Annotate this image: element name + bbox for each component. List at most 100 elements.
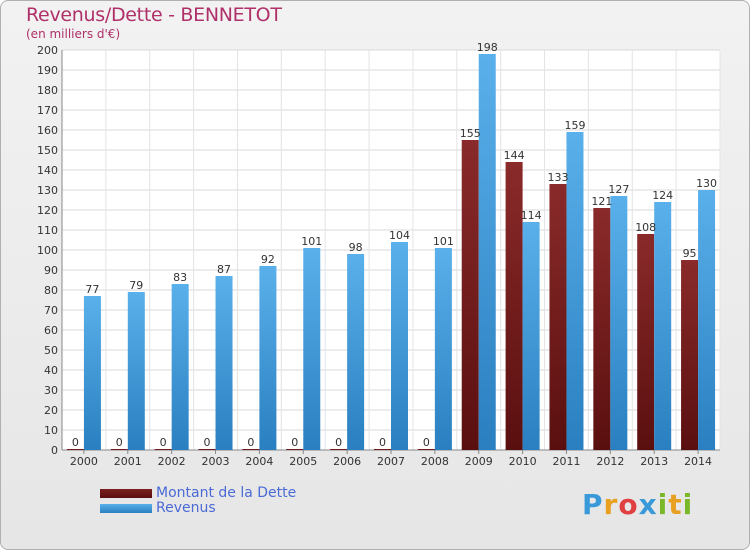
data-label-debt: 133 (547, 171, 568, 184)
bar-revenue (127, 292, 145, 450)
bars (66, 54, 716, 450)
data-label-revenue: 87 (217, 263, 231, 276)
bar-debt (198, 449, 216, 450)
data-label-debt: 0 (335, 436, 342, 449)
data-label-debt: 95 (683, 247, 697, 260)
y-tick-label: 130 (37, 184, 58, 197)
y-tick-label: 70 (44, 304, 58, 317)
x-tick-label: 2007 (377, 455, 405, 468)
y-tick-label: 200 (37, 44, 58, 57)
data-label-revenue: 124 (652, 189, 673, 202)
bar-revenue (83, 296, 101, 450)
y-tick-label: 120 (37, 204, 58, 217)
x-tick-label: 2010 (509, 455, 537, 468)
y-tick-label: 20 (44, 404, 58, 417)
y-tick-label: 150 (37, 144, 58, 157)
data-label-revenue: 79 (129, 279, 143, 292)
data-label-revenue: 159 (564, 119, 585, 132)
y-tick-label: 50 (44, 344, 58, 357)
bar-revenue (303, 248, 321, 450)
bar-revenue (347, 254, 365, 450)
bar-revenue (478, 54, 496, 450)
legend-swatch-debt (100, 489, 152, 498)
data-label-revenue: 101 (433, 235, 454, 248)
bar-debt (681, 260, 699, 450)
x-tick-label: 2002 (158, 455, 186, 468)
y-tick-label: 80 (44, 284, 58, 297)
y-tick-label: 180 (37, 84, 58, 97)
data-label-debt: 121 (591, 195, 612, 208)
proxiti-logo: Proxiti (582, 488, 694, 521)
data-label-revenue: 130 (696, 177, 717, 190)
y-tick-label: 30 (44, 384, 58, 397)
data-label-debt: 0 (204, 436, 211, 449)
legend-label-debt: Montant de la Dette (156, 485, 297, 501)
bar-revenue (654, 202, 672, 450)
chart-subtitle: (en milliers d'€) (26, 27, 121, 41)
y-tick-label: 110 (37, 224, 58, 237)
bar-revenue (391, 242, 408, 450)
x-tick-label: 2011 (552, 455, 580, 468)
chart-title: Revenus/Dette - BENNETOT (26, 4, 282, 26)
bar-revenue (215, 276, 233, 450)
y-tick-label: 190 (37, 64, 58, 77)
data-label-revenue: 101 (301, 235, 322, 248)
data-label-debt: 0 (291, 436, 298, 449)
bar-revenue (434, 248, 452, 450)
bar-revenue (171, 284, 189, 450)
y-tick-label: 40 (44, 364, 58, 377)
x-tick-label: 2006 (333, 455, 361, 468)
bar-debt (110, 449, 128, 450)
bar-revenue (698, 190, 716, 450)
y-tick-label: 90 (44, 264, 58, 277)
bar-debt (461, 140, 479, 450)
bar-revenue (610, 196, 628, 450)
x-tick-label: 2014 (684, 455, 712, 468)
bar-debt (593, 208, 611, 450)
data-label-debt: 0 (247, 436, 254, 449)
x-tick-label: 2003 (202, 455, 230, 468)
data-label-revenue: 83 (173, 271, 187, 284)
data-label-debt: 0 (160, 436, 167, 449)
bar-debt (417, 449, 435, 450)
x-tick-label: 2008 (421, 455, 449, 468)
bar-debt (154, 449, 172, 450)
legend-item-revenue: Revenus (100, 501, 296, 516)
data-label-revenue: 198 (477, 41, 498, 54)
bar-debt (505, 162, 523, 450)
data-label-revenue: 98 (349, 241, 363, 254)
data-label-debt: 155 (460, 127, 481, 140)
x-tick-label: 2013 (640, 455, 668, 468)
data-label-revenue: 127 (608, 183, 629, 196)
data-label-debt: 0 (423, 436, 430, 449)
data-label-debt: 144 (504, 149, 525, 162)
legend-swatch-revenue (100, 504, 152, 513)
bar-debt (549, 184, 567, 450)
y-tick-label: 160 (37, 124, 58, 137)
data-label-debt: 0 (72, 436, 79, 449)
x-tick-label: 2000 (70, 455, 98, 468)
data-label-revenue: 77 (85, 283, 99, 296)
y-tick-label: 170 (37, 104, 58, 117)
y-tick-label: 10 (44, 424, 58, 437)
data-label-debt: 108 (635, 221, 656, 234)
legend: Montant de la Dette Revenus (100, 486, 296, 516)
data-label-debt: 0 (379, 436, 386, 449)
bar-debt (286, 449, 304, 450)
x-tick-label: 2012 (596, 455, 624, 468)
data-label-revenue: 114 (521, 209, 542, 222)
y-tick-label: 0 (51, 444, 58, 457)
data-label-revenue: 92 (261, 253, 275, 266)
x-tick-label: 2001 (114, 455, 142, 468)
bar-debt (637, 234, 655, 450)
bar-debt (330, 449, 348, 450)
bar-revenue (566, 132, 584, 450)
bar-revenue (522, 222, 540, 450)
legend-label-revenue: Revenus (156, 500, 216, 516)
y-tick-label: 100 (37, 244, 58, 257)
data-label-revenue: 104 (389, 229, 410, 242)
bar-debt (242, 449, 260, 450)
bar-debt (374, 449, 391, 450)
bar-debt (66, 449, 84, 450)
